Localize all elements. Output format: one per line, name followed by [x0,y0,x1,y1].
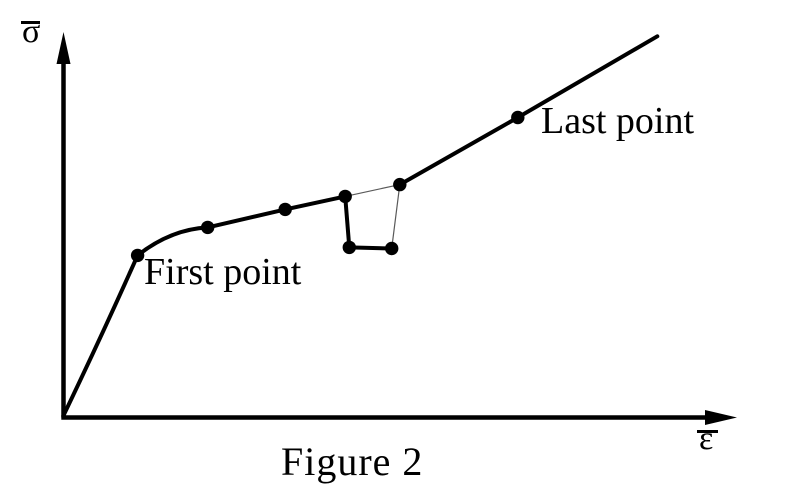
data-point-marker [338,189,352,204]
y-axis-arrowhead [56,32,71,64]
data-point-marker [278,202,292,217]
x-axis-label-epsilon: ε [699,420,714,457]
x-axis-arrowhead [705,410,737,425]
series-skip-connector-thin [344,184,401,197]
last-point-annotation: Last point [541,100,695,142]
x-axis-overline-bar [697,430,718,433]
series-main-curve-with-dip [61,194,394,418]
y-axis-overline-bar [21,21,40,24]
data-point-marker [511,110,525,125]
first-point-annotation: First point [144,251,302,293]
data-point-marker [385,241,399,256]
data-point-marker [342,240,356,255]
series-return-connector-thin [391,184,401,250]
data-point-marker [130,248,145,263]
y-axis-label-sigma: σ [22,13,41,50]
figure-caption: Figure 2 [281,439,424,484]
data-point-marker [393,177,407,192]
data-point-marker [201,220,215,235]
